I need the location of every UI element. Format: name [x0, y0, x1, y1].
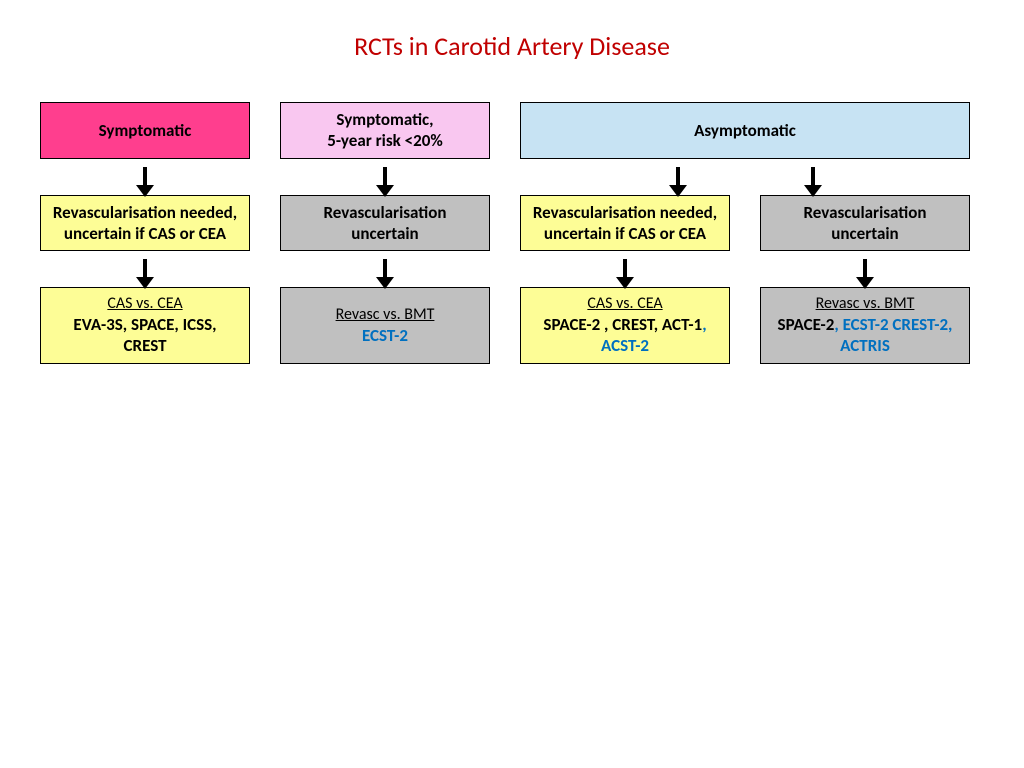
trials-blue: , ECST-2 CREST-2, ACTRIS	[834, 314, 952, 356]
bot-box-1: CAS vs. CEA EVA-3S, SPACE, ICSS, CREST	[40, 287, 250, 364]
trial-type: Revasc vs. BMT	[771, 294, 959, 314]
arrow	[40, 251, 250, 287]
header-asymptomatic: Asymptomatic	[520, 102, 970, 159]
trials-black: EVA-3S, SPACE, ICSS, CREST	[73, 314, 216, 356]
flowchart-grid: Symptomatic Symptomatic, 5-year risk <20…	[40, 102, 984, 364]
bot-box-4: Revasc vs. BMT SPACE-2, ECST-2 CREST-2, …	[760, 287, 970, 364]
mid-box-2: Revascularisation uncertain	[280, 195, 490, 252]
page-title: RCTs in Carotid Artery Disease	[40, 30, 984, 62]
header-symptomatic: Symptomatic	[40, 102, 250, 159]
arrow-split	[520, 159, 970, 195]
mid-box-1: Revascularisation needed, uncertain if C…	[40, 195, 250, 252]
arrow	[40, 159, 250, 195]
header-symptomatic-lowrisk: Symptomatic, 5-year risk <20%	[280, 102, 490, 159]
arrow	[280, 251, 490, 287]
mid-box-3: Revascularisation needed, uncertain if C…	[520, 195, 730, 252]
trial-type: CAS vs. CEA	[531, 294, 719, 314]
trial-type: Revasc vs. BMT	[336, 305, 435, 325]
trial-type: CAS vs. CEA	[51, 294, 239, 314]
trials-blue: ECST-2	[362, 325, 408, 346]
arrow	[280, 159, 490, 195]
arrow	[520, 251, 730, 287]
arrow	[760, 251, 970, 287]
bot-box-2: Revasc vs. BMT ECST-2	[280, 287, 490, 364]
mid-box-4: Revascularisation uncertain	[760, 195, 970, 252]
trials-black: SPACE-2 , CREST, ACT-1	[543, 314, 702, 335]
trials-black: SPACE-2	[778, 314, 835, 335]
bot-box-3: CAS vs. CEA SPACE-2 , CREST, ACT-1, ACST…	[520, 287, 730, 364]
